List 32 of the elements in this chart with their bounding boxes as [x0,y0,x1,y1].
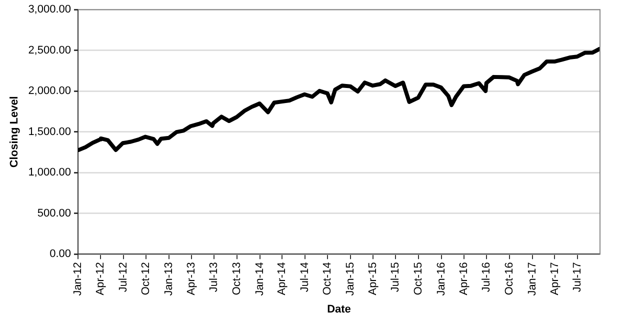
x-tick-label: Apr-14 [276,262,288,296]
x-tick-label: Apr-17 [548,262,561,296]
y-tick-label: 2,000.00 [28,85,72,98]
x-tick-label: Jan-14 [254,262,266,296]
x-tick-label: Jul-16 [480,262,493,292]
x-tick-label: Oct-16 [504,262,516,296]
x-tick-label: Jan-17 [526,262,538,296]
x-tick-label: Jan-16 [435,262,448,296]
x-tick-label: Jul-12 [117,262,130,292]
y-tick-label: 0.00 [50,248,72,260]
x-tick-label: Jul-15 [390,262,402,292]
y-axis-title: Closing Level [8,96,21,168]
x-tick-label: Jul-13 [208,262,220,292]
y-tick-label: 1,000.00 [28,166,72,179]
x-tick-label: Jul-17 [571,262,584,292]
x-tick-label: Apr-13 [185,262,198,296]
y-tick-label: 3,000.00 [28,4,72,16]
x-tick-label: Apr-12 [94,262,107,296]
y-tick-label: 500.00 [37,207,72,220]
x-tick-label: Apr-15 [366,262,379,296]
x-tick-label: Oct-12 [140,262,152,296]
x-tick-label: Apr-16 [458,262,470,296]
x-tick-label: Oct-15 [412,262,424,296]
x-tick-label: Jan-15 [344,262,357,296]
x-tick-label: Jan-13 [163,262,176,296]
x-tick-label: Jul-14 [298,262,311,292]
y-tick-label: 1,500.00 [28,126,72,138]
y-tick-label: 2,500.00 [28,44,72,56]
x-axis-title: Date [327,303,351,316]
x-tick-label: Oct-14 [322,262,334,296]
x-tick-label: Jan-12 [72,262,84,296]
x-tick-label: Oct-13 [230,262,243,296]
